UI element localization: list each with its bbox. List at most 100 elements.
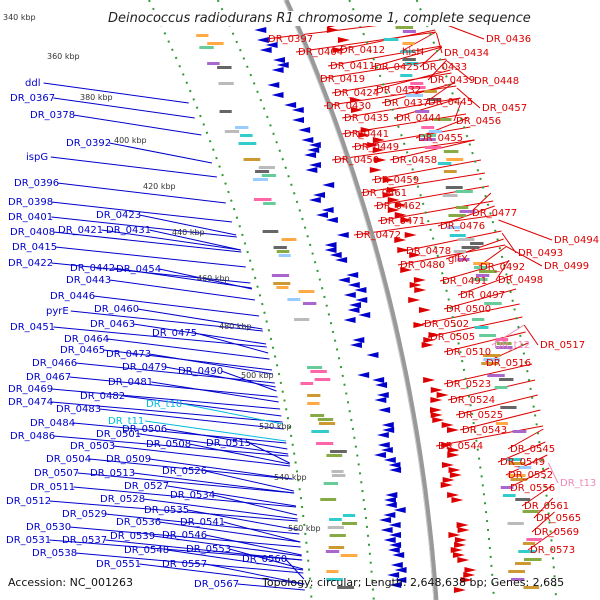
forward-gene-arrow <box>463 572 476 578</box>
gene-label-reverse: DR_0392 <box>66 138 111 149</box>
gene-label-forward: DR_0450 <box>334 155 379 166</box>
trna-label-forward: DR_t13 <box>560 478 596 489</box>
gene-label-reverse: DR_0511 <box>30 482 75 493</box>
gene-label-forward: hisH <box>402 47 424 58</box>
reverse-gene-arrow <box>383 497 396 503</box>
cog-block <box>500 486 514 489</box>
forward-gene-arrow <box>369 167 382 173</box>
cog-block <box>507 522 524 525</box>
leader-line <box>149 229 241 251</box>
leader-line <box>51 401 283 423</box>
gene-label-reverse: DR_0529 <box>62 509 107 520</box>
forward-gene-arrow <box>441 422 454 428</box>
cog-block <box>400 74 413 77</box>
map-title: Deinococcus radiodurans R1 chromosome 1,… <box>106 11 533 26</box>
reverse-gene-arrow <box>267 82 280 88</box>
cog-block <box>506 458 523 461</box>
gene-label-reverse: DR_0483 <box>56 404 101 415</box>
cog-block <box>427 98 442 101</box>
gene-label-forward: DR_0444 <box>396 113 441 124</box>
track-guide <box>415 0 558 600</box>
leader-line <box>437 205 495 227</box>
leader-line <box>359 172 486 194</box>
cog-block <box>325 550 340 553</box>
leader-line <box>373 69 451 91</box>
reverse-gene-arrow <box>256 37 269 43</box>
reverse-gene-arrow <box>308 162 321 168</box>
cog-block <box>287 298 301 301</box>
forward-gene-arrow <box>447 492 460 498</box>
reverse-gene-arrow <box>308 197 321 203</box>
forward-gene-arrow <box>423 337 436 343</box>
gene-label-reverse: DR_0567 <box>194 579 239 590</box>
leader-line <box>421 303 520 325</box>
forward-gene-arrow <box>387 197 400 203</box>
cog-block <box>479 334 497 337</box>
cog-block <box>455 206 469 209</box>
cog-block <box>314 378 331 381</box>
cog-block <box>224 130 240 133</box>
leader-line <box>69 526 301 548</box>
leader-line <box>149 353 273 375</box>
leader-line <box>446 60 473 82</box>
cog-block <box>320 498 337 501</box>
gene-label-forward: DR_0448 <box>474 76 519 87</box>
cog-block <box>276 286 289 289</box>
leader-line <box>69 376 278 398</box>
gene-label-reverse: DR_0539 <box>110 531 155 542</box>
cog-block <box>470 242 484 245</box>
forward-gene-arrow <box>326 27 339 33</box>
leader-line <box>533 497 554 519</box>
gene-label-reverse: DR_0548 <box>124 545 169 556</box>
leader-line <box>53 435 289 457</box>
leader-line <box>373 185 489 207</box>
gene-label-reverse: DR_0508 <box>146 439 191 450</box>
gene-label-forward: DR_0397 <box>268 34 313 45</box>
cog-block <box>518 550 536 553</box>
leader-line <box>521 485 552 507</box>
leader-line <box>371 159 482 181</box>
leader-line <box>237 583 305 591</box>
gene-label-reverse: DR_0530 <box>26 522 71 533</box>
forward-gene-arrow <box>374 157 387 163</box>
gene-label-forward: DR_0569 <box>534 527 579 538</box>
leader-line <box>456 87 481 109</box>
gene-label-reverse: DR_0469 <box>8 384 53 395</box>
cog-block <box>318 422 336 425</box>
forward-gene-arrow <box>457 557 470 563</box>
gene-label-reverse: DR_0479 <box>122 362 167 373</box>
reverse-gene-arrow <box>358 312 371 318</box>
cog-block <box>310 414 325 417</box>
cog-block <box>383 38 399 41</box>
leader-line <box>419 46 443 68</box>
forward-gene-arrow <box>337 37 350 43</box>
cog-block <box>496 342 512 345</box>
gene-label-forward: DR_0435 <box>344 113 389 124</box>
leader-line <box>491 324 525 346</box>
gene-label-reverse: DR_0481 <box>108 377 153 388</box>
reverse-gene-arrow <box>357 372 370 378</box>
leader-line <box>109 279 256 301</box>
track-guide <box>148 0 313 600</box>
cog-block <box>481 362 498 365</box>
leader-line <box>167 549 304 571</box>
gene-label-forward: DR_0478 <box>406 246 451 257</box>
leader-line <box>53 231 242 253</box>
cog-block <box>327 526 344 529</box>
leader-line <box>77 472 295 494</box>
leader-line <box>153 535 302 557</box>
leader-line <box>459 409 541 431</box>
leader-line <box>435 32 443 54</box>
cog-block <box>294 318 310 321</box>
kbp-tick-label: 380 kbp <box>80 93 113 102</box>
forward-gene-arrow <box>350 97 363 103</box>
reverse-gene-arrow <box>347 282 360 288</box>
forward-gene-arrow <box>457 527 470 533</box>
cog-block <box>261 174 277 177</box>
gene-label-forward: DR_0525 <box>458 410 503 421</box>
cog-block <box>484 302 502 305</box>
cog-block <box>508 570 526 573</box>
cog-block <box>307 366 323 369</box>
gene-label-reverse: DR_0442 <box>70 263 115 274</box>
cog-block <box>514 562 531 565</box>
